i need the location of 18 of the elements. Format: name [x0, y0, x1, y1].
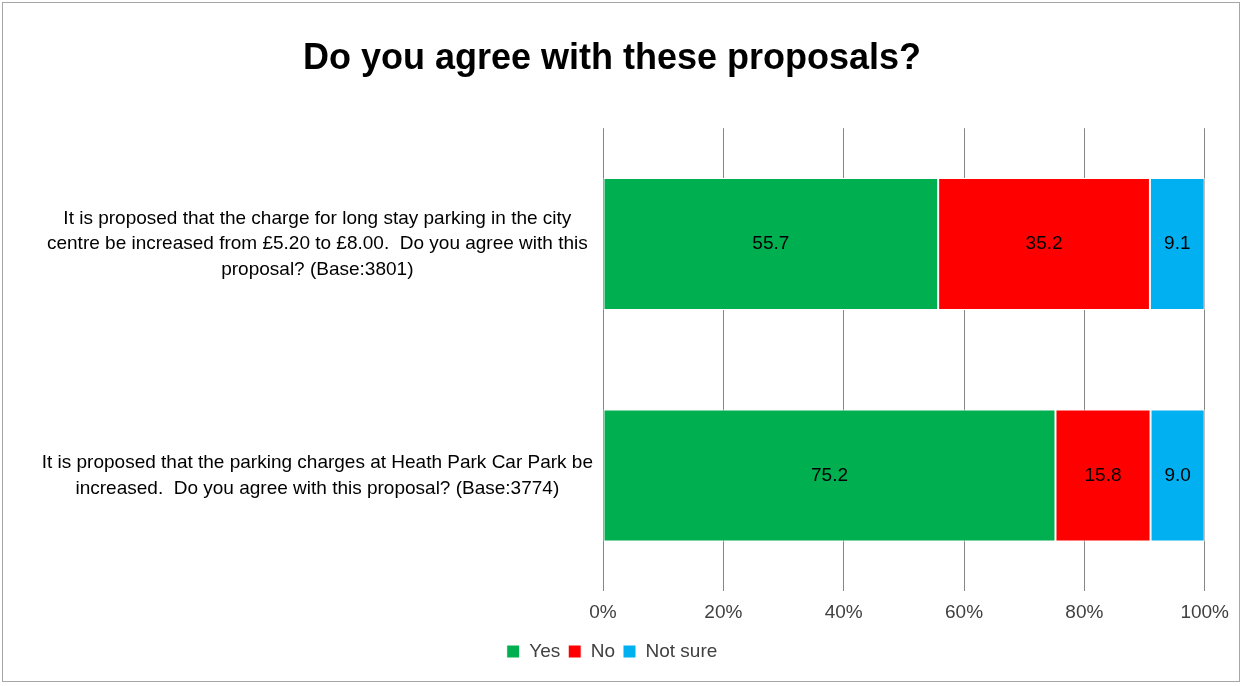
- data-label: 9.0: [1164, 463, 1191, 485]
- x-tick-label: 100%: [1180, 600, 1230, 622]
- x-tick-label: 0%: [589, 600, 617, 622]
- legend-label: Yes: [529, 639, 561, 661]
- legend-label: Not sure: [645, 639, 718, 661]
- x-tick-label: 80%: [1065, 600, 1104, 622]
- y-tick-label: It is proposed that the charge for long stay parking in the city centre be increased from £5.20 to £8.00. Do you agree with this proposal? (Base:3801): [46, 206, 588, 279]
- x-tick-label: 20%: [704, 600, 743, 622]
- legend-label: No: [590, 639, 615, 661]
- x-tick-label: 60%: [945, 600, 984, 622]
- data-label: 75.2: [811, 463, 848, 485]
- data-label: 15.8: [1084, 463, 1122, 485]
- x-tick-label: 40%: [824, 600, 863, 622]
- data-label: 55.7: [752, 232, 790, 254]
- chart-title: Do you agree with these proposals?: [302, 35, 922, 77]
- data-label: 35.2: [1025, 232, 1063, 254]
- data-label: 9.1: [1164, 232, 1191, 254]
- y-tick-label: It is proposed that the parking charges at Heath Park Car Park be increased. Do you agree with this proposal? (Base:3774): [41, 450, 593, 498]
